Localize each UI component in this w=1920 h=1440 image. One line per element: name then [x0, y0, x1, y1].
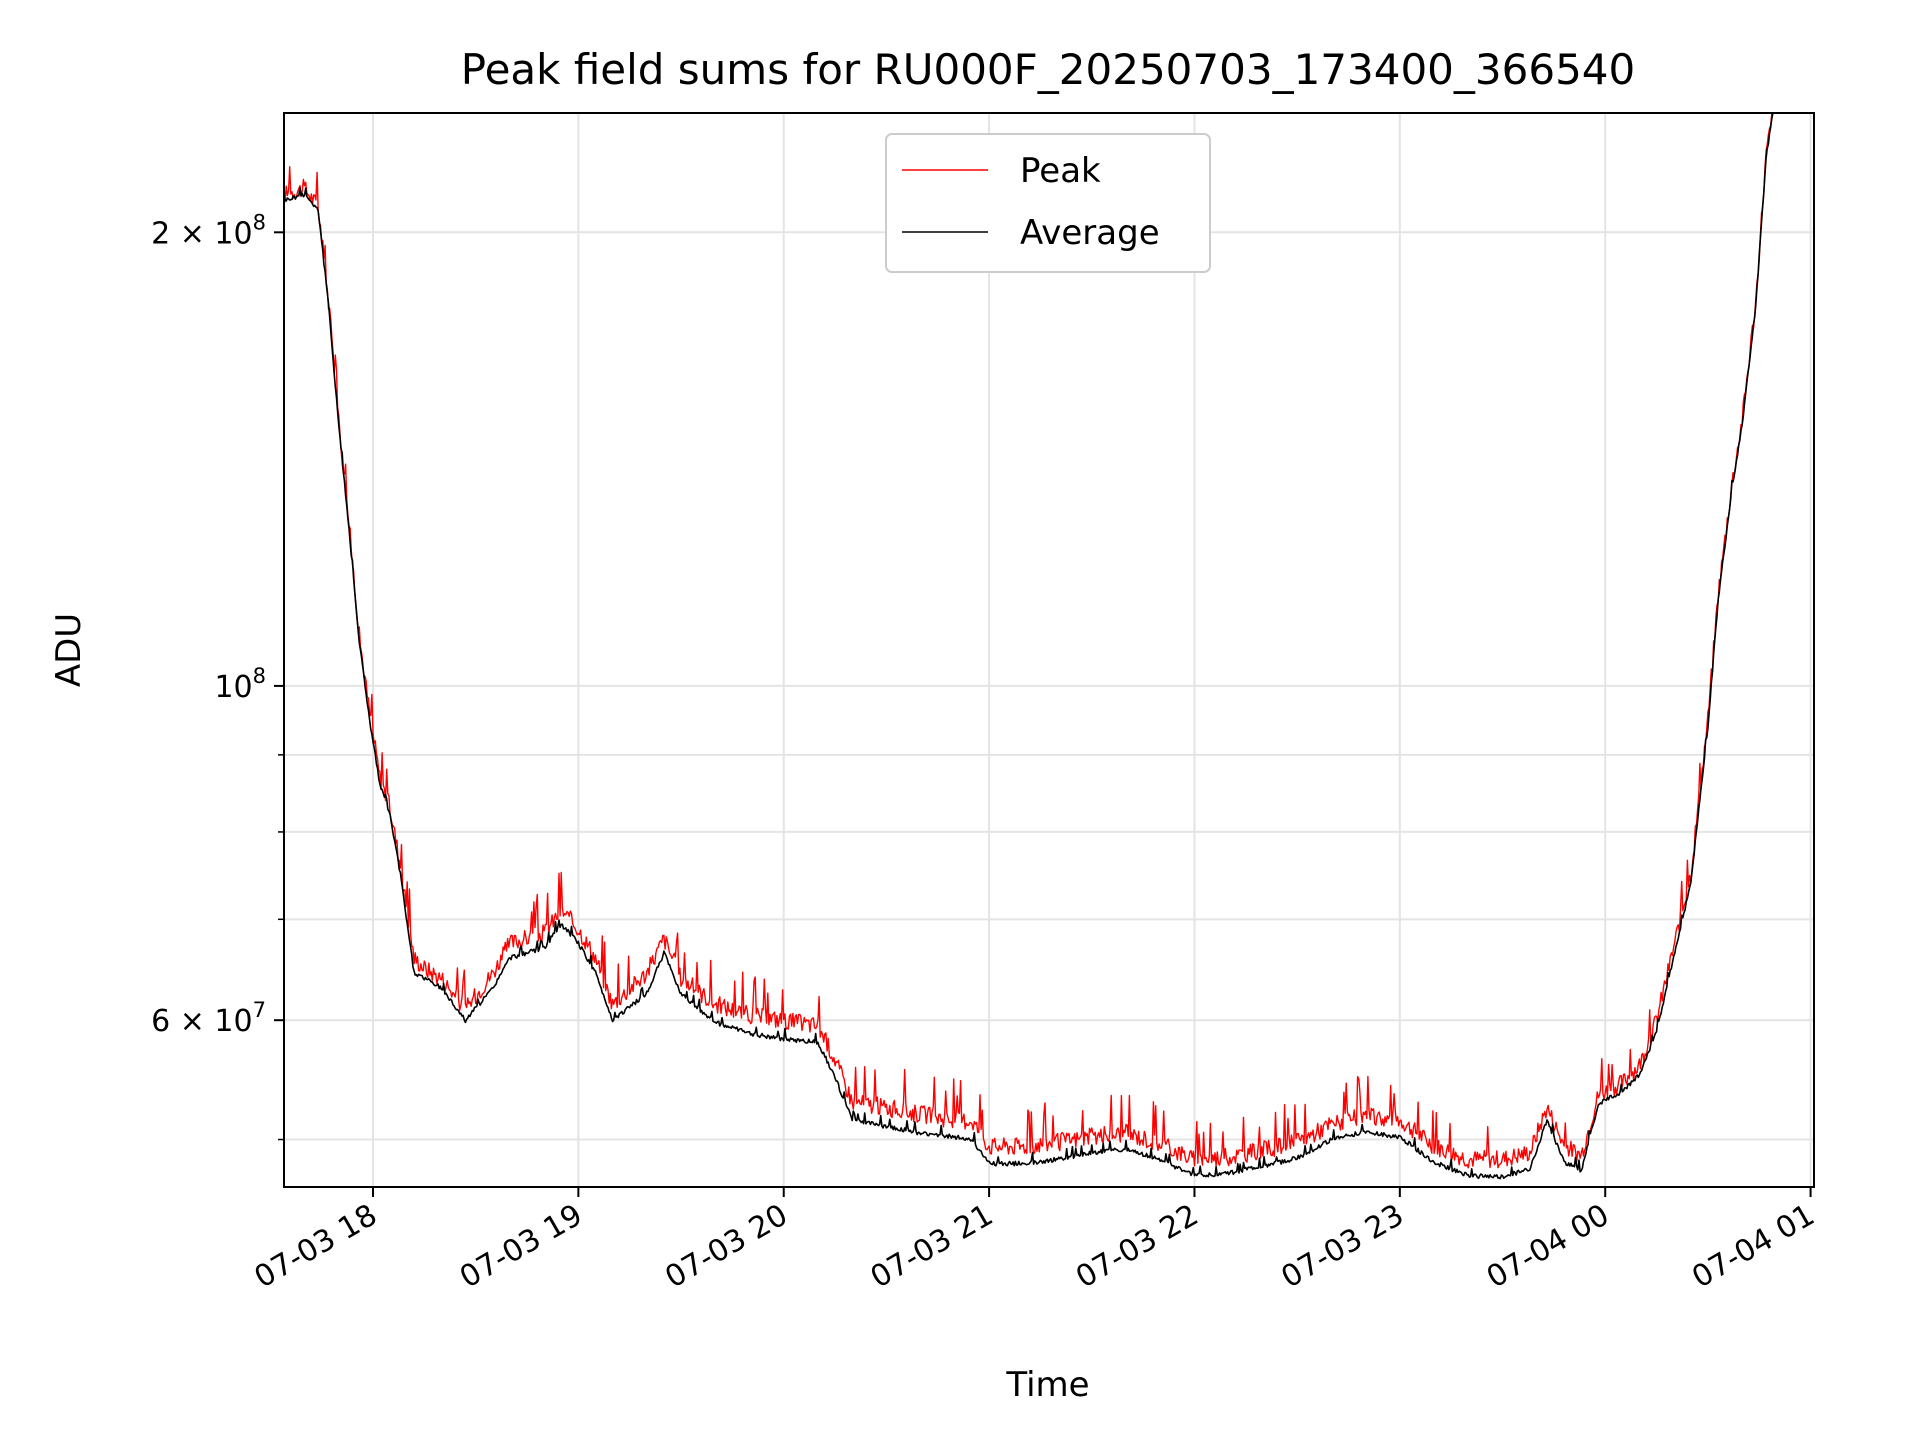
x-tick-label: 07-03 23	[1276, 1198, 1410, 1296]
y-axis-title: ADU	[49, 613, 89, 687]
chart-title: Peak field sums for RU000F_20250703_1734…	[461, 45, 1635, 94]
series-line-peak	[283, 112, 1774, 1169]
series-line-average	[283, 112, 1774, 1180]
legend: Peak Average	[885, 133, 1211, 273]
y-axis: 2 × 108 108 6 × 107	[151, 210, 284, 1141]
plot-area	[283, 112, 1774, 1180]
grid	[284, 113, 1814, 1187]
x-tick-label: 07-04 00	[1481, 1198, 1615, 1296]
x-tick-label: 07-03 18	[249, 1198, 383, 1296]
x-axis-title: Time	[1005, 1365, 1089, 1405]
plot-frame	[283, 112, 1815, 1188]
x-tick-label: 07-03 21	[865, 1198, 999, 1296]
legend-box	[885, 133, 1211, 273]
y-tick-label: 2 × 108	[151, 210, 266, 251]
x-tick-label: 07-03 22	[1070, 1198, 1204, 1296]
x-axis: 07-03 18 07-03 19 07-03 20 07-03 21 07-03 22…	[249, 1187, 1821, 1295]
x-tick-label: 07-04 01	[1686, 1198, 1820, 1296]
legend-label-peak: Peak	[1020, 151, 1101, 191]
y-tick-label: 6 × 107	[151, 998, 266, 1039]
legend-label-average: Average	[1020, 213, 1160, 253]
x-tick-label: 07-03 19	[454, 1198, 588, 1296]
x-tick-label: 07-03 20	[659, 1198, 793, 1296]
y-tick-label: 108	[214, 664, 266, 705]
